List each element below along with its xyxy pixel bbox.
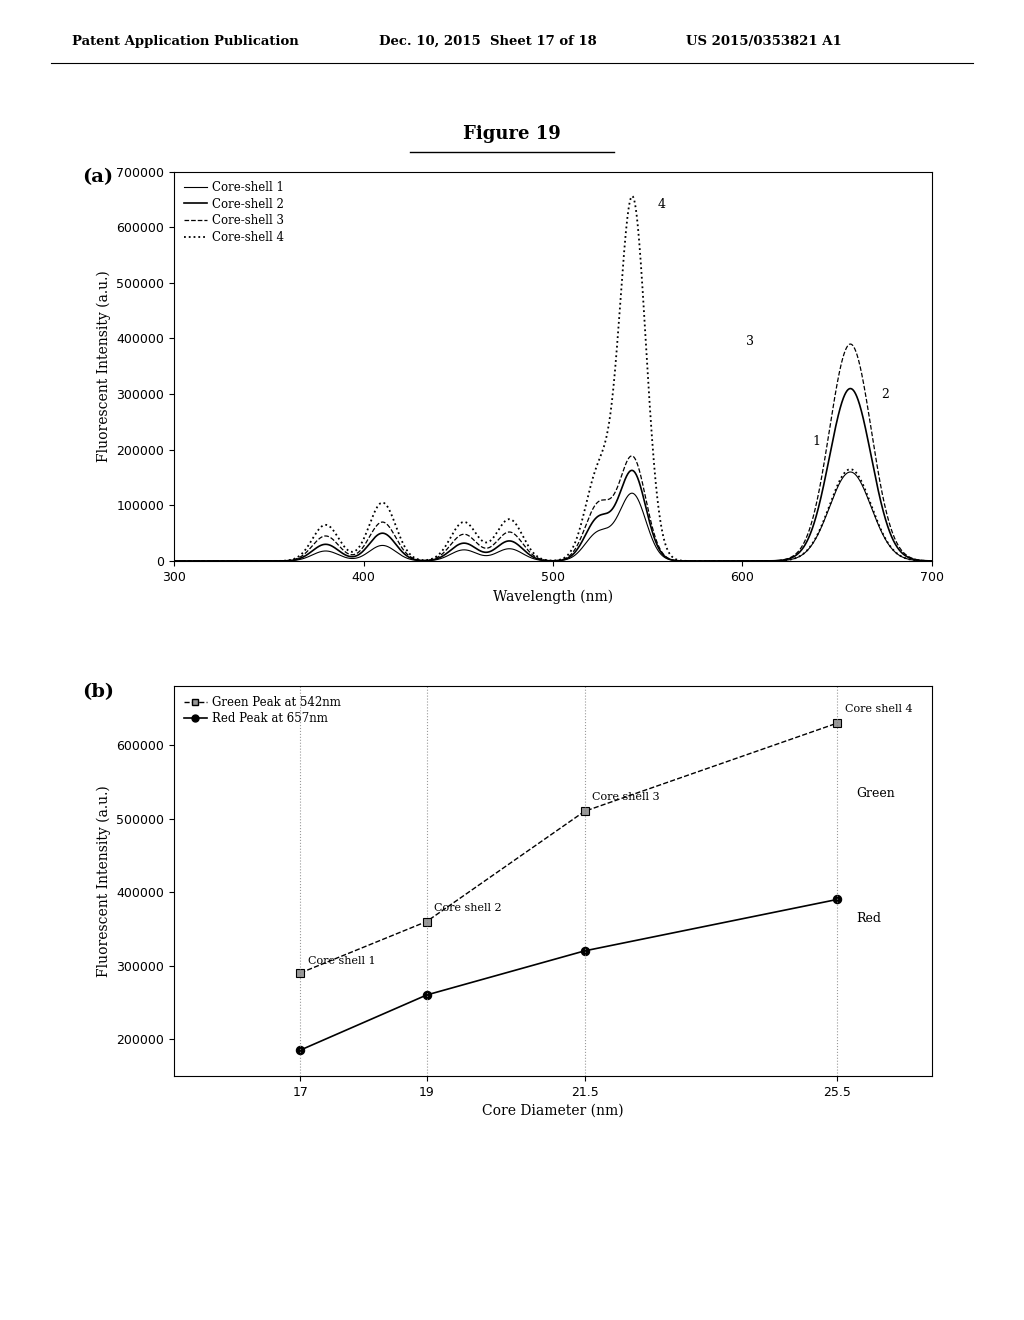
Y-axis label: Fluorescent Intensity (a.u.): Fluorescent Intensity (a.u.) bbox=[96, 271, 111, 462]
Text: (b): (b) bbox=[82, 682, 114, 701]
Text: 2: 2 bbox=[881, 388, 889, 400]
X-axis label: Wavelength (nm): Wavelength (nm) bbox=[493, 589, 613, 603]
Text: (a): (a) bbox=[82, 168, 113, 186]
Text: Patent Application Publication: Patent Application Publication bbox=[72, 34, 298, 48]
Text: Core shell 4: Core shell 4 bbox=[845, 705, 912, 714]
Text: US 2015/0353821 A1: US 2015/0353821 A1 bbox=[686, 34, 842, 48]
Y-axis label: Fluorescent Intensity (a.u.): Fluorescent Intensity (a.u.) bbox=[96, 785, 111, 977]
Text: 1: 1 bbox=[812, 434, 820, 447]
Text: Core shell 3: Core shell 3 bbox=[592, 792, 659, 803]
Text: Core shell 2: Core shell 2 bbox=[434, 903, 502, 912]
Legend: Green Peak at 542nm, Red Peak at 657nm: Green Peak at 542nm, Red Peak at 657nm bbox=[180, 692, 344, 729]
X-axis label: Core Diameter (nm): Core Diameter (nm) bbox=[482, 1104, 624, 1118]
Text: Dec. 10, 2015  Sheet 17 of 18: Dec. 10, 2015 Sheet 17 of 18 bbox=[379, 34, 597, 48]
Legend: Core-shell 1, Core-shell 2, Core-shell 3, Core-shell 4: Core-shell 1, Core-shell 2, Core-shell 3… bbox=[180, 177, 288, 247]
Text: Red: Red bbox=[856, 912, 881, 924]
Text: 3: 3 bbox=[746, 335, 755, 347]
Text: Figure 19: Figure 19 bbox=[463, 124, 561, 143]
Text: Core shell 1: Core shell 1 bbox=[308, 956, 376, 966]
Text: Green: Green bbox=[856, 787, 895, 800]
Text: 4: 4 bbox=[657, 198, 666, 211]
